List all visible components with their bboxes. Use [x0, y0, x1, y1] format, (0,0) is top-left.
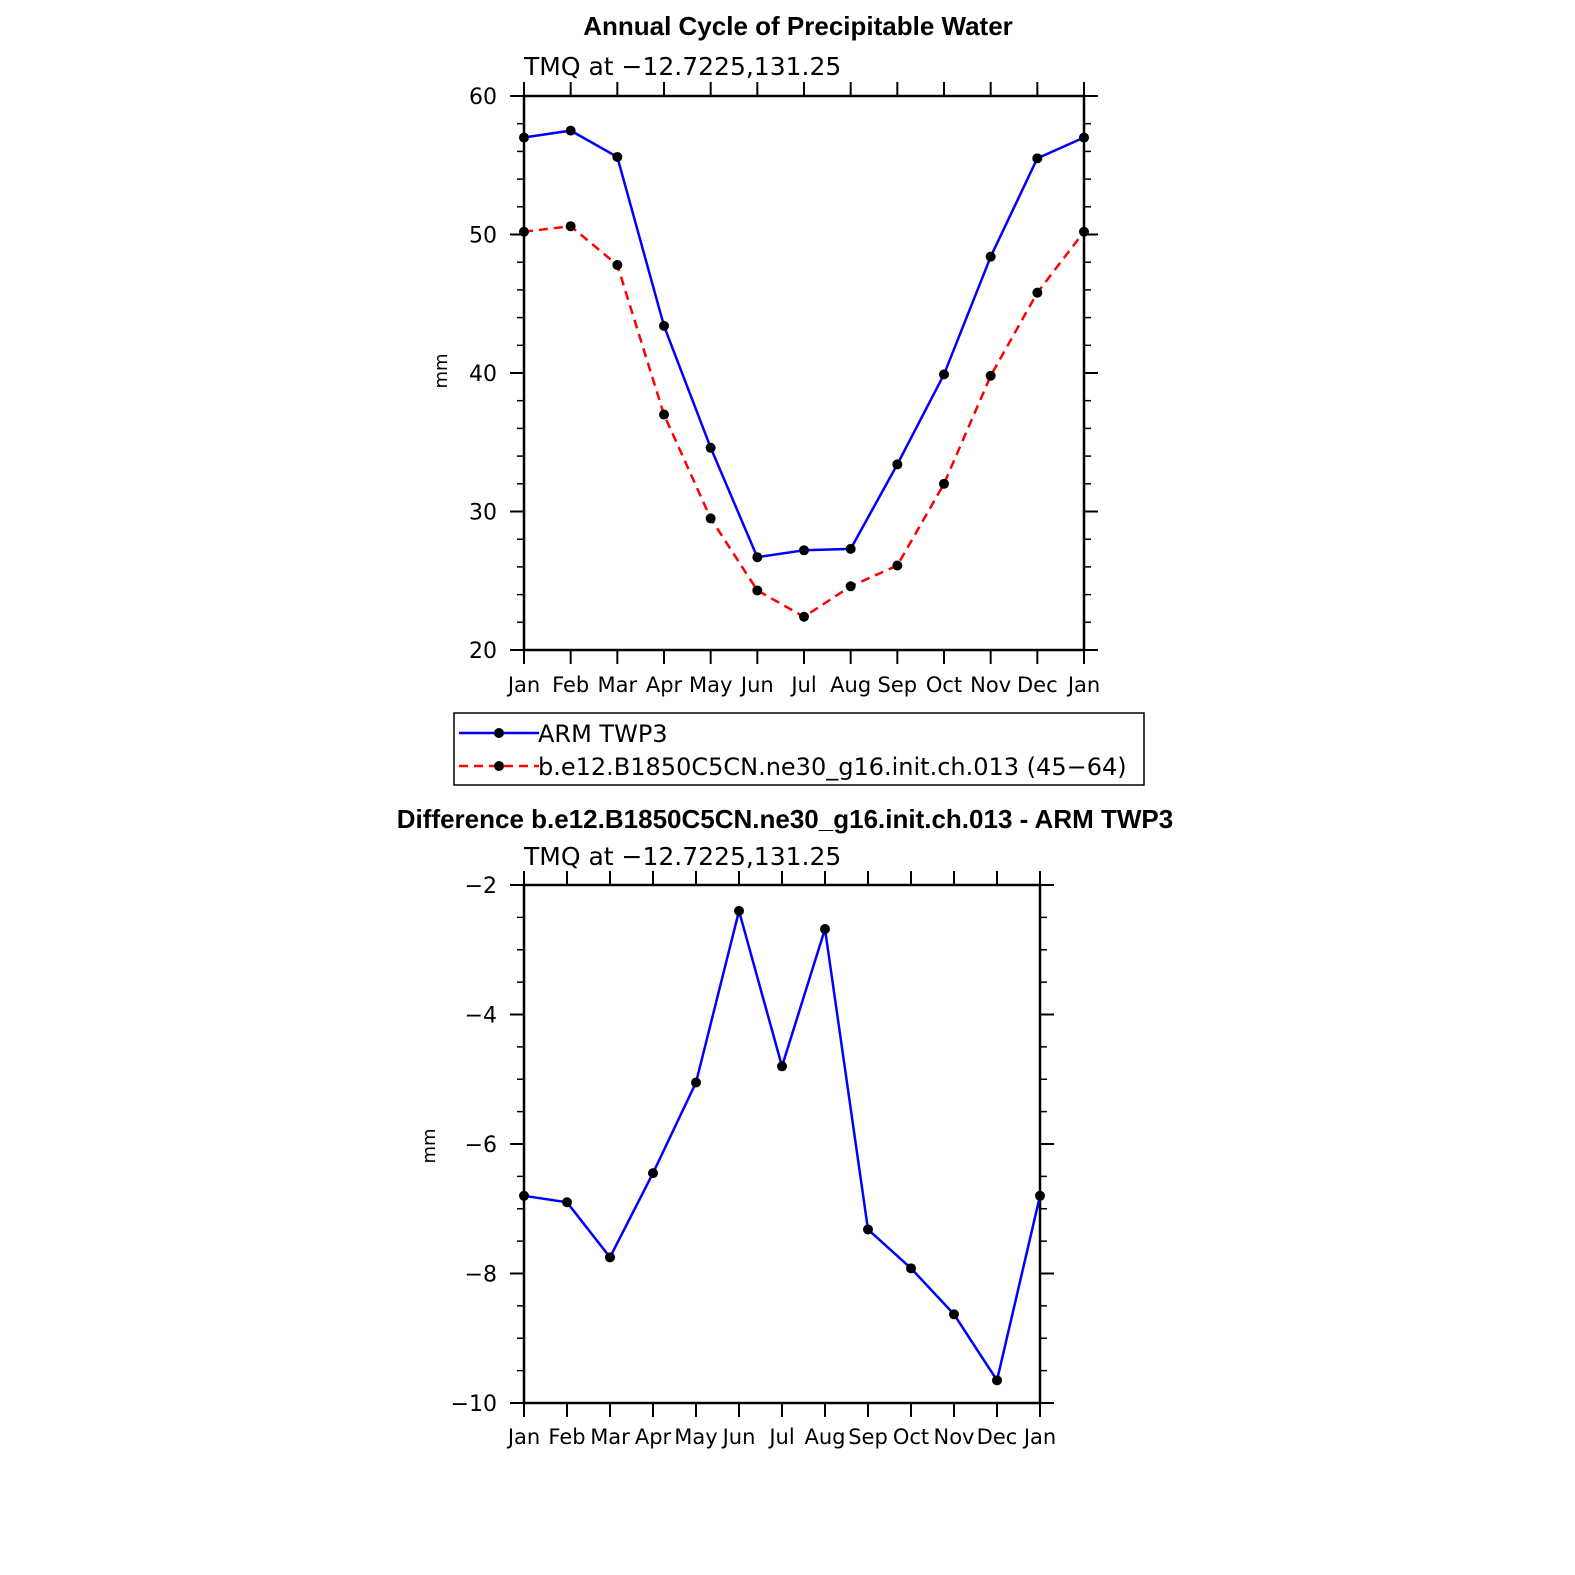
x-tick-label: Jun: [739, 673, 774, 697]
series-1-point: [519, 226, 529, 237]
x-tick-label: Feb: [548, 1425, 585, 1449]
series-0-point: [562, 1197, 572, 1208]
series-0-point: [777, 1061, 787, 1072]
series-1-point: [1079, 226, 1089, 237]
x-tick-label: May: [689, 673, 732, 697]
chart1-title: Annual Cycle of Precipitable Water: [583, 11, 1013, 41]
legend-box: [453, 712, 1145, 786]
series-1-point: [752, 585, 763, 596]
series-0-point: [906, 1263, 916, 1274]
chart2-y-axis-label: mm: [419, 1128, 440, 1163]
series-line-0: [523, 129, 1085, 559]
series-1-point: [845, 581, 856, 592]
chart2-axes: −10 −8 −6 −4 −2 Jan Feb Mar Apr May Jun Jul Aug Sep Oc…: [451, 871, 1056, 1449]
y-tick-label: 30: [469, 501, 497, 526]
chart1-legend: ARM TWP3 b.e12.B1850C5CN.ne30_g16.init.c…: [453, 712, 1145, 786]
y-tick-label: 20: [469, 639, 497, 664]
chart-panel-2: Difference b.e12.B1850C5CN.ne30_g16.init…: [397, 804, 1173, 1449]
series-1-point: [939, 478, 949, 489]
series-0-point: [985, 251, 996, 262]
series-0-point: [863, 1224, 873, 1235]
x-tick-label: Jan: [506, 673, 540, 697]
x-tick-label: Aug: [804, 1425, 845, 1449]
series-0-point: [892, 459, 903, 470]
series-1-point: [565, 221, 576, 232]
series-1-point: [799, 611, 809, 622]
series-1-point: [892, 560, 903, 571]
chart2-series: [519, 905, 1045, 1386]
x-tick-label: Jan: [506, 1425, 540, 1449]
y-tick-label: 50: [469, 224, 497, 249]
plot-frame: [522, 94, 1086, 652]
x-tick-label: Nov: [934, 1425, 975, 1449]
y-tick-label: −6: [465, 1133, 497, 1158]
chart1-axes: 20 30 40 50 60 Jan Feb Mar Apr May Jun Jul Aug Sep Oct…: [469, 82, 1100, 697]
x-tick-label: Apr: [635, 1425, 672, 1449]
x-tick-label: Mar: [590, 1425, 630, 1449]
chart1-subtitle: TMQ at −12.7225,131.25: [523, 52, 841, 81]
series-1-point: [659, 409, 669, 420]
y-tick-label: −8: [465, 1263, 497, 1288]
legend-label-arm: ARM TWP3: [538, 720, 668, 748]
chart1-series: [519, 125, 1089, 622]
series-1-point: [705, 513, 716, 524]
x-tick-label: Feb: [552, 673, 589, 697]
series-0-point: [734, 905, 744, 916]
y-tick-label: 60: [469, 85, 497, 110]
series-line-1: [523, 224, 1085, 619]
x-tick-label: Jul: [789, 673, 816, 697]
x-tick-label: Sep: [848, 1425, 888, 1449]
x-tick-label: Jun: [721, 1425, 756, 1449]
series-1-point: [985, 370, 996, 381]
series-0-point: [820, 924, 830, 935]
series-0-point: [949, 1309, 959, 1320]
x-tick-label: Jan: [1022, 1425, 1056, 1449]
x-tick-label: Mar: [598, 673, 638, 697]
series-0-point: [659, 320, 669, 331]
series-1-point: [612, 259, 623, 270]
x-tick-label: Apr: [646, 673, 683, 697]
y-tick-label: −10: [451, 1392, 497, 1417]
legend-label-model: b.e12.B1850C5CN.ne30_g16.init.ch.013 (45…: [538, 753, 1127, 781]
series-0-point: [705, 442, 716, 453]
x-tick-label: Oct: [893, 1425, 929, 1449]
series-0-point: [648, 1168, 658, 1179]
legend-marker-arm: [494, 728, 504, 738]
legend-marker-model: [494, 761, 504, 771]
series-line-0: [523, 905, 1042, 1384]
x-tick-label: Dec: [977, 1425, 1018, 1449]
x-tick-label: Oct: [926, 673, 962, 697]
x-tick-label: Sep: [878, 673, 918, 697]
series-0-point: [752, 552, 763, 563]
x-tick-label: Jan: [1066, 673, 1100, 697]
x-tick-label: Aug: [830, 673, 871, 697]
series-0-point: [519, 132, 529, 143]
x-tick-label: Nov: [970, 673, 1011, 697]
chart2-subtitle: TMQ at −12.7225,131.25: [523, 842, 841, 871]
series-0-point: [1079, 132, 1089, 143]
series-0-point: [845, 543, 856, 554]
x-tick-label: May: [674, 1425, 717, 1449]
series-0-point: [992, 1375, 1002, 1386]
x-tick-label: Jul: [767, 1425, 794, 1449]
series-0-point: [519, 1190, 529, 1201]
series-0-point: [1032, 153, 1043, 164]
series-0-point: [799, 545, 809, 556]
chart2-title: Difference b.e12.B1850C5CN.ne30_g16.init…: [397, 804, 1173, 834]
y-tick-label: −2: [465, 874, 497, 899]
y-tick-label: −4: [465, 1004, 497, 1029]
series-0-point: [939, 369, 949, 380]
series-0-point: [691, 1077, 701, 1088]
series-0-point: [612, 151, 623, 162]
chart-panel-1: Annual Cycle of Precipitable Water TMQ a…: [431, 11, 1100, 697]
x-tick-label: Dec: [1017, 673, 1058, 697]
y-tick-label: 40: [469, 362, 497, 387]
series-0-point: [1035, 1190, 1045, 1201]
series-1-point: [1032, 287, 1043, 298]
series-0-point: [605, 1252, 615, 1263]
chart1-y-axis-label: mm: [431, 353, 452, 388]
series-0-point: [565, 125, 576, 136]
